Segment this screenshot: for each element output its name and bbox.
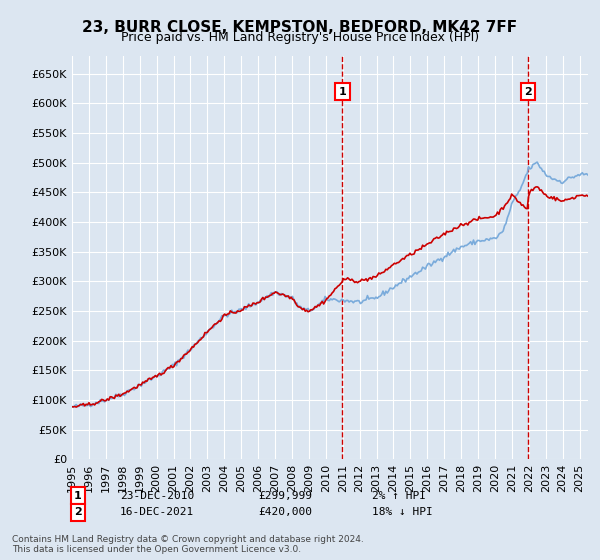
Text: 16-DEC-2021: 16-DEC-2021 — [120, 507, 194, 517]
Text: £299,999: £299,999 — [258, 491, 312, 501]
Text: 2: 2 — [74, 507, 82, 517]
Text: 23, BURR CLOSE, KEMPSTON, BEDFORD, MK42 7FF: 23, BURR CLOSE, KEMPSTON, BEDFORD, MK42 … — [82, 20, 518, 35]
Text: 1: 1 — [74, 491, 82, 501]
Text: 18% ↓ HPI: 18% ↓ HPI — [372, 507, 433, 517]
Text: £420,000: £420,000 — [258, 507, 312, 517]
Text: 23-DEC-2010: 23-DEC-2010 — [120, 491, 194, 501]
Text: Price paid vs. HM Land Registry's House Price Index (HPI): Price paid vs. HM Land Registry's House … — [121, 31, 479, 44]
Text: 2% ↑ HPI: 2% ↑ HPI — [372, 491, 426, 501]
Text: 1: 1 — [338, 87, 346, 96]
Text: 2: 2 — [524, 87, 532, 96]
Text: Contains HM Land Registry data © Crown copyright and database right 2024.
This d: Contains HM Land Registry data © Crown c… — [12, 535, 364, 554]
